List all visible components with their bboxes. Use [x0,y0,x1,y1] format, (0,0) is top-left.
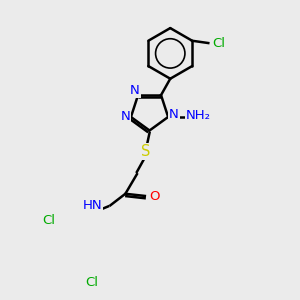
Text: NH₂: NH₂ [186,109,211,122]
Text: Cl: Cl [85,276,98,289]
Text: N: N [130,84,140,97]
Text: N: N [120,110,130,124]
Text: HN: HN [83,199,102,212]
Text: Cl: Cl [43,214,56,227]
Text: N: N [169,108,179,121]
Text: O: O [149,190,159,202]
Text: S: S [141,144,151,159]
Text: Cl: Cl [212,37,225,50]
